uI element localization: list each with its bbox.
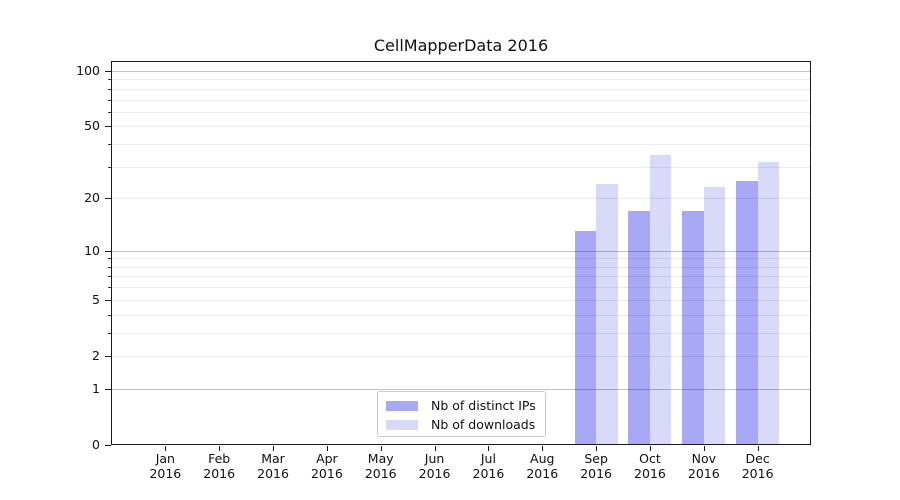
y-minor-tick-mark [108,111,111,113]
x-tick-year: 2016 [634,466,666,481]
x-tick-mark [757,446,759,451]
y-minor-tick-mark [108,144,111,146]
x-tick-label: May 2016 [349,451,413,481]
x-tick-mark [219,446,221,451]
x-tick-year: 2016 [149,466,182,481]
y-minor-tick-mark [108,276,111,278]
y-tick-mark [105,445,111,446]
x-tick-label: Mar 2016 [241,451,305,481]
y-tick-mark [105,71,111,73]
x-tick-month: Jan [155,451,175,466]
x-tick-label: Jan 2016 [133,451,197,481]
legend-row-downloads: Nb of downloads [378,415,545,434]
legend-swatch-downloads-icon [386,419,418,430]
y-tick-label: 100 [76,63,100,79]
y-tick-label: 1 [92,380,100,396]
x-tick-month: May [367,451,394,466]
bar-downloads [757,161,780,444]
x-tick-year: 2016 [472,466,505,481]
x-tick-year: 2016 [364,466,397,481]
x-tick-year: 2016 [526,466,559,481]
y-tick-mark [105,250,111,252]
y-tick-label: 2 [92,347,100,363]
bar-downloads [703,187,726,444]
x-tick-mark [703,446,705,451]
x-tick-year: 2016 [418,466,451,481]
y-tick-label: 50 [84,118,100,134]
x-tick-label: Apr 2016 [295,451,359,481]
y-minor-tick-mark [108,198,111,200]
x-tick-mark [326,446,328,451]
legend-label-distinct-ips: Nb of distinct IPs [431,398,536,413]
x-tick-label: Nov 2016 [672,451,736,481]
x-tick-mark [434,446,436,451]
y-minor-tick-mark [108,79,111,81]
x-tick-year: 2016 [203,466,236,481]
y-minor-tick-mark [108,266,111,268]
bar-distinct-ips [574,231,597,444]
y-minor-tick-mark [108,287,111,289]
x-tick-mark [165,446,167,451]
x-tick-mark [649,446,651,451]
y-tick-label: 10 [84,242,100,258]
x-tick-label: Sep 2016 [564,451,628,481]
x-tick-mark [596,446,598,451]
x-tick-label: Jul 2016 [456,451,520,481]
x-tick-month: Jul [480,451,496,466]
y-minor-tick-mark [108,126,111,128]
y-minor-tick-mark [108,355,111,357]
x-tick-label: Dec 2016 [726,451,790,481]
y-minor-tick-mark [108,88,111,90]
x-tick-year: 2016 [741,466,774,481]
bar-distinct-ips [736,180,758,444]
legend-row-distinct-ips: Nb of distinct IPs [378,396,545,415]
x-tick-month: Sep [584,451,608,466]
bar-downloads [596,184,618,444]
x-tick-month: Aug [530,451,555,466]
x-tick-year: 2016 [310,466,343,481]
x-tick-month: Feb [208,451,231,466]
bar-distinct-ips [682,210,704,444]
x-tick-mark [488,446,490,451]
y-minor-tick-mark [108,332,111,334]
y-minor-tick-mark [108,299,111,301]
x-tick-month: Oct [639,451,661,466]
x-tick-label: Jun 2016 [403,451,467,481]
x-tick-month: Apr [316,451,338,466]
y-tick-label: 5 [92,291,100,307]
chart-title: CellMapperData 2016 [373,36,549,55]
bar-distinct-ips [628,210,650,444]
x-tick-month: Nov [691,451,716,466]
x-tick-month: Dec [745,451,770,466]
y-tick-mark [105,388,111,390]
legend-label-downloads: Nb of downloads [431,417,536,432]
x-tick-month: Jun [424,451,445,466]
legend: Nb of distinct IPs Nb of downloads [377,391,546,437]
x-tick-label: Aug 2016 [510,451,574,481]
x-tick-month: Mar [261,451,285,466]
x-tick-year: 2016 [687,466,720,481]
x-tick-year: 2016 [580,466,613,481]
x-tick-year: 2016 [257,466,289,481]
y-minor-tick-mark [108,166,111,168]
x-tick-mark [542,446,544,451]
bar-downloads [649,154,672,444]
legend-swatch-distinct-ips-icon [386,400,418,411]
x-tick-label: Oct 2016 [618,451,682,481]
y-minor-tick-mark [108,258,111,260]
y-minor-tick-mark [108,314,111,316]
y-tick-label: 20 [84,190,100,206]
y-minor-tick-mark [108,99,111,101]
x-tick-mark [380,446,382,451]
y-tick-label: 0 [92,437,100,452]
x-tick-label: Feb 2016 [187,451,251,481]
x-tick-mark [273,446,275,451]
